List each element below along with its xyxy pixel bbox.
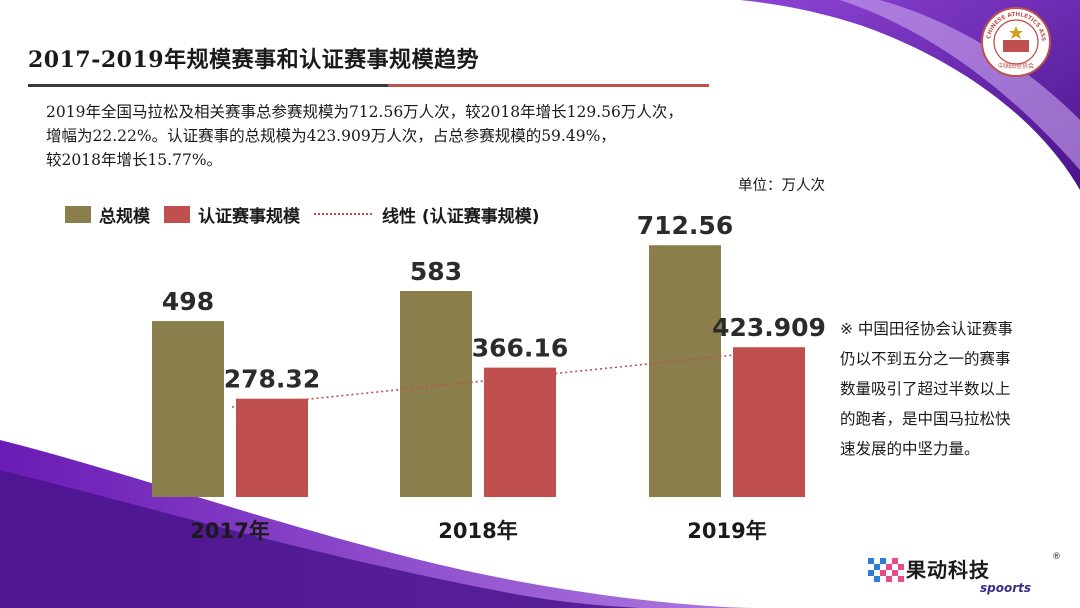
summary-paragraph: 2019年全国马拉松及相关赛事总参赛规模为712.56万人次，较2018年增长1…: [46, 100, 896, 172]
logo-bottom-text: 中国田径协会: [998, 62, 1034, 70]
data-label: 278.32: [224, 365, 320, 394]
note-line: 的跑者，是中国马拉松快: [840, 410, 1011, 428]
note-line: 速发展的中坚力量。: [840, 440, 980, 458]
note-line: 仍以不到五分之一的赛事: [840, 350, 1011, 368]
title-underline: [28, 84, 388, 87]
brand-registered-mark: ®: [1052, 552, 1061, 562]
data-label: 583: [410, 257, 462, 286]
legend-label-trend: 线性 (认证赛事规模): [382, 206, 540, 227]
legend-label-total: 总规模: [99, 206, 150, 227]
brand-logo: 果动科技 ® spoorts: [868, 552, 1068, 600]
checker-flag-icon: [868, 558, 904, 582]
legend-item-certified: 认证赛事规模: [164, 202, 300, 227]
summary-line: 较2018年增长15.77%。: [46, 151, 223, 169]
legend-item-trend: 线性 (认证赛事规模): [314, 202, 539, 227]
bar-total: [400, 291, 472, 497]
x-tick-label: 2018年: [438, 519, 517, 543]
chart-legend: 总规模 认证赛事规模 线性 (认证赛事规模): [65, 202, 553, 227]
legend-swatch-certified: [164, 205, 190, 223]
bar-certified: [484, 367, 556, 497]
side-note: ※ 中国田径协会认证赛事 仍以不到五分之一的赛事 数量吸引了超过半数以上 的跑者…: [840, 314, 1050, 464]
bar-total: [152, 321, 224, 497]
legend-label-certified: 认证赛事规模: [198, 206, 300, 227]
x-tick-label: 2017年: [190, 519, 269, 543]
bar-certified: [236, 398, 308, 497]
x-tick-label: 2019年: [687, 519, 766, 543]
data-label: 712.56: [637, 211, 733, 240]
unit-label: 单位：万人次: [738, 178, 825, 194]
bar-total: [649, 245, 721, 497]
data-label: 423.909: [712, 313, 826, 342]
brand-name-en: spoorts: [980, 581, 1032, 595]
page-title: 2017-2019年规模赛事和认证赛事规模趋势: [28, 47, 480, 73]
data-label: 366.16: [472, 334, 568, 363]
summary-line: 2019年全国马拉松及相关赛事总参赛规模为712.56万人次，较2018年增长1…: [46, 103, 683, 121]
note-line: ※ 中国田径协会认证赛事: [840, 320, 1013, 338]
legend-trend-line: [314, 213, 372, 215]
legend-swatch-total: [65, 205, 91, 223]
bar-certified: [733, 347, 805, 497]
title-underline-accent: [388, 84, 709, 87]
data-label: 498: [162, 287, 214, 316]
summary-line: 增幅为22.22%。认证赛事的总规模为423.909万人次，占总参赛规模的59.…: [46, 127, 616, 145]
cat-association-logo: CHINESE ATHLETICS ASSOCIATION 中国田径协会: [980, 6, 1051, 77]
legend-item-total: 总规模: [65, 202, 150, 227]
trend-line: [231, 352, 750, 408]
note-line: 数量吸引了超过半数以上: [840, 380, 1011, 398]
brand-name-cn: 果动科技: [906, 558, 990, 582]
